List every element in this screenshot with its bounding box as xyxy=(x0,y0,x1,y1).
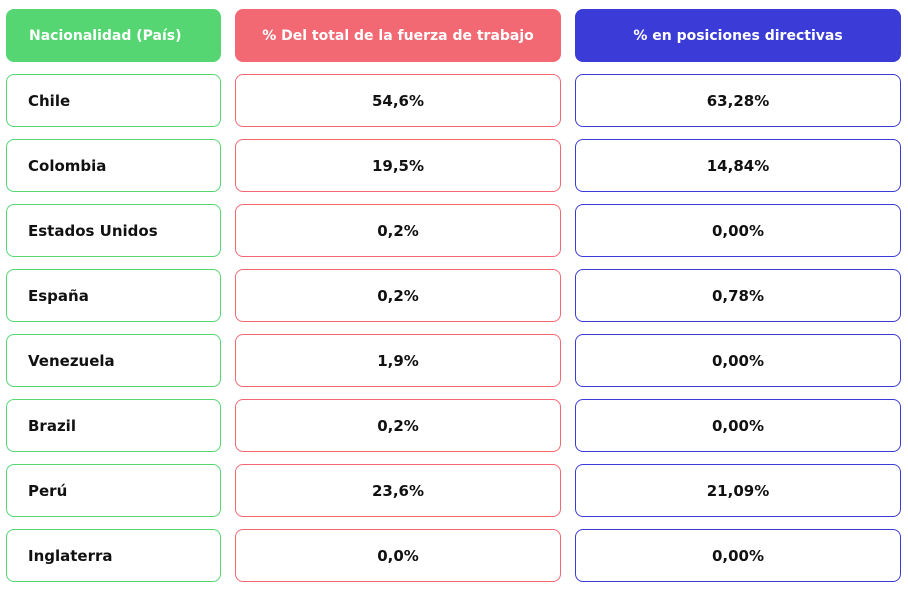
country-cell: Chile xyxy=(6,74,221,127)
nationality-table: Nacionalidad (País) % Del total de la fu… xyxy=(6,9,901,585)
workforce-share-cell: 0,2% xyxy=(235,269,561,322)
executive-share-cell: 21,09% xyxy=(575,464,901,517)
country-cell: Colombia xyxy=(6,139,221,192)
country-cell: Brazil xyxy=(6,399,221,452)
workforce-share-cell: 23,6% xyxy=(235,464,561,517)
workforce-share-cell: 1,9% xyxy=(235,334,561,387)
country-cell: Inglaterra xyxy=(6,529,221,582)
workforce-share-cell: 0,0% xyxy=(235,529,561,582)
header-executive-share: % en posiciones directivas xyxy=(575,9,901,62)
executive-share-cell: 63,28% xyxy=(575,74,901,127)
executive-share-cell: 14,84% xyxy=(575,139,901,192)
header-workforce-share: % Del total de la fuerza de trabajo xyxy=(235,9,561,62)
executive-share-cell: 0,00% xyxy=(575,204,901,257)
country-cell: Perú xyxy=(6,464,221,517)
workforce-share-cell: 0,2% xyxy=(235,204,561,257)
executive-share-cell: 0,00% xyxy=(575,399,901,452)
workforce-share-cell: 19,5% xyxy=(235,139,561,192)
header-nationality: Nacionalidad (País) xyxy=(6,9,221,62)
country-cell: Estados Unidos xyxy=(6,204,221,257)
executive-share-cell: 0,78% xyxy=(575,269,901,322)
executive-share-cell: 0,00% xyxy=(575,529,901,582)
workforce-share-cell: 0,2% xyxy=(235,399,561,452)
country-cell: Venezuela xyxy=(6,334,221,387)
executive-share-cell: 0,00% xyxy=(575,334,901,387)
workforce-share-cell: 54,6% xyxy=(235,74,561,127)
country-cell: España xyxy=(6,269,221,322)
